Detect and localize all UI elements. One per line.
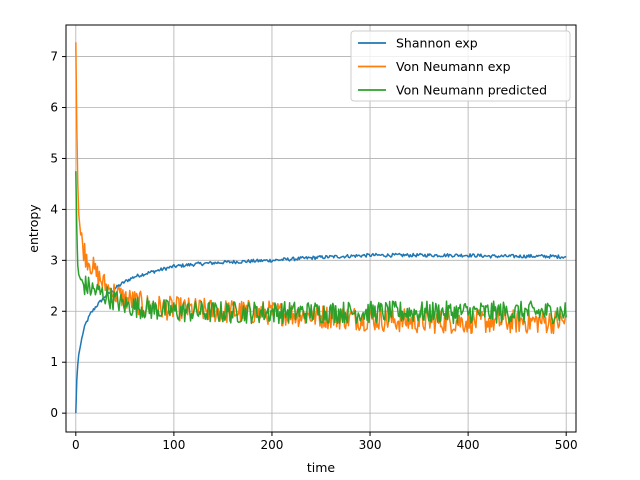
legend-box (350, 30, 571, 102)
y-tick-label: 5 (50, 151, 58, 165)
y-tick-label: 0 (50, 406, 58, 420)
x-tick-label: 100 (162, 438, 185, 452)
x-tick-label: 0 (72, 438, 80, 452)
y-tick-label: 4 (50, 202, 58, 216)
x-tick-label: 500 (555, 438, 578, 452)
y-tick-label: 2 (50, 304, 58, 318)
series-line-2 (75, 171, 567, 325)
x-axis-label: time (307, 460, 336, 475)
y-tick-label: 1 (50, 355, 58, 369)
series-line-0 (75, 252, 567, 414)
x-tick-label: 300 (359, 438, 382, 452)
legend-label: Shannon exp (396, 36, 478, 51)
series-lines (75, 42, 567, 414)
legend-label: Von Neumann predicted (396, 83, 547, 98)
y-tick-label: 6 (50, 101, 58, 115)
x-tick-label: 200 (261, 438, 284, 452)
plot-frame (65, 24, 577, 433)
y-tick-label: 7 (50, 50, 58, 64)
axis-ticks: 0 100 200 300 400 500 0 1 2 3 4 5 6 7 (50, 50, 577, 452)
legend: Shannon exp Von Neumann exp Von Neumann pr… (350, 30, 571, 102)
y-tick-label: 3 (50, 253, 58, 267)
y-axis-label: entropy (26, 204, 41, 253)
legend-label: Von Neumann exp (396, 59, 511, 74)
x-tick-label: 400 (457, 438, 480, 452)
